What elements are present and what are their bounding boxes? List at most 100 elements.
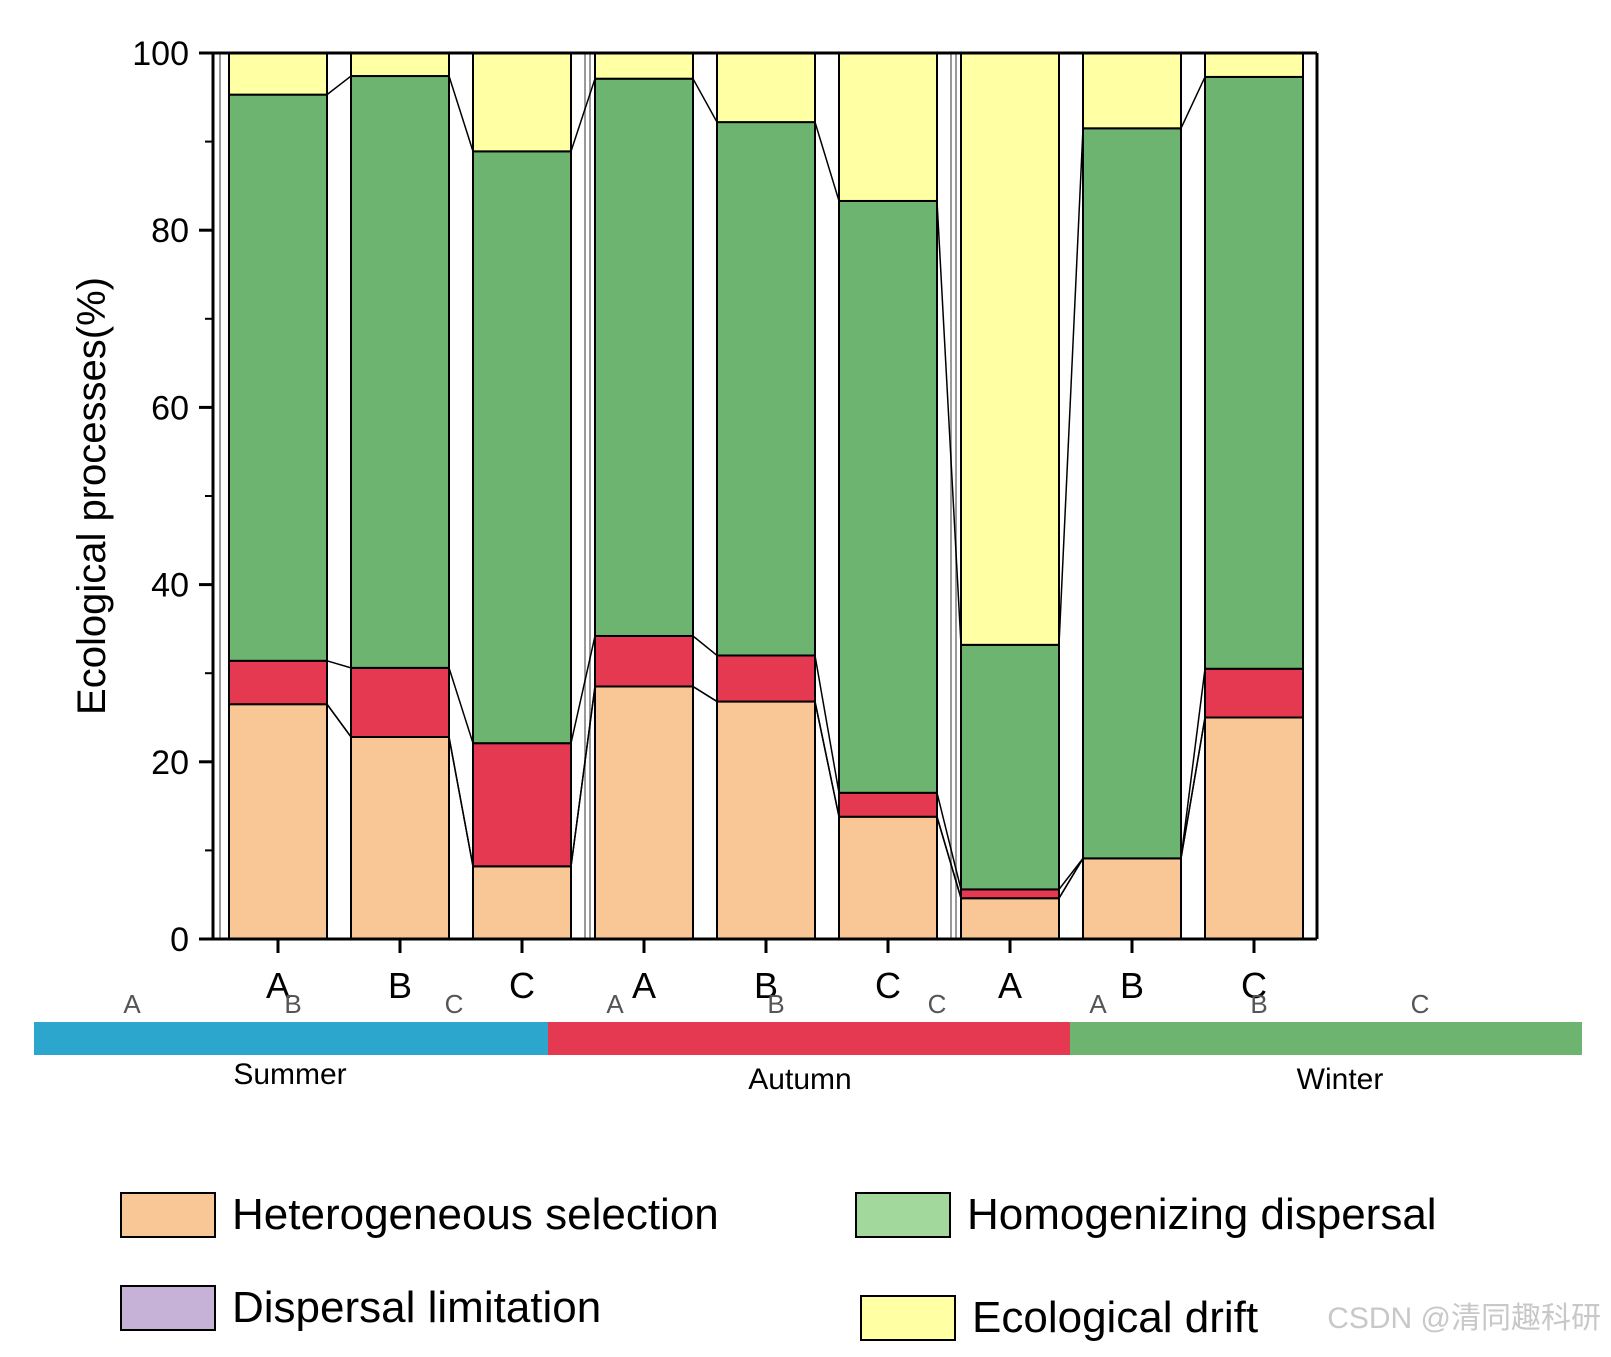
bar-8-series-1 <box>1082 857 1182 941</box>
x-tick-label-4: A <box>632 965 656 1006</box>
x-tick-label-3: C <box>509 965 535 1006</box>
x-tick-label-1: A <box>266 965 290 1006</box>
x-tick-label-2: B <box>388 965 412 1006</box>
connector-6-3 <box>936 792 962 890</box>
connector-5-2 <box>814 701 840 817</box>
legend-label-dispersal-limitation: Dispersal limitation <box>232 1283 602 1332</box>
legend-swatch-homogenizing-dispersal <box>855 1192 951 1238</box>
x-tick-label-7: A <box>998 965 1022 1006</box>
connector-1-3 <box>326 660 352 669</box>
x-tick-label-9: C <box>1241 965 1267 1006</box>
group-label-autumn: Autumn <box>748 1063 851 1096</box>
group-band-winter <box>1070 1022 1582 1055</box>
connector-4-3 <box>692 635 718 657</box>
connector-7-3 <box>1058 857 1084 890</box>
bar-5-series-3 <box>716 654 816 703</box>
legend-item-ecological-drift: Ecological drift <box>860 1293 1258 1343</box>
bar-3-series-5 <box>472 52 572 153</box>
stray-label-6: C <box>928 989 947 1019</box>
bar-2-series-1 <box>350 735 450 940</box>
connector-5-4 <box>814 121 840 202</box>
bar-2-series-4 <box>350 75 450 669</box>
bar-6-series-1 <box>838 815 938 940</box>
bar-8-series-5 <box>1082 52 1182 130</box>
y-tick-label-20: 20 <box>151 744 189 782</box>
legend-item-heterogeneous-selection: Heterogeneous selection <box>120 1190 719 1240</box>
x-tick-label-6: C <box>875 965 901 1006</box>
y-axis-label: Ecological processes(%) <box>70 277 114 715</box>
group-label-winter: Winter <box>1297 1063 1384 1096</box>
bar-1-series-1 <box>228 703 328 941</box>
bar-3-series-4 <box>472 150 572 745</box>
x-tick-label-8: B <box>1120 965 1144 1006</box>
y-tick-label-60: 60 <box>151 389 189 427</box>
bar-7-series-5 <box>960 52 1060 646</box>
connector-4-2 <box>692 685 718 703</box>
group-label-summer: Summer <box>233 1058 346 1091</box>
bar-9-series-4 <box>1204 75 1304 670</box>
bar-5-series-1 <box>716 700 816 940</box>
legend-item-dispersal-limitation: Dispersal limitation <box>120 1283 601 1333</box>
stray-label-8: B <box>1250 989 1267 1019</box>
bar-1-series-3 <box>228 659 328 706</box>
legend-swatch-dispersal-limitation <box>120 1285 216 1331</box>
bar-9-series-3 <box>1204 667 1304 719</box>
bar-2-series-5 <box>350 52 450 78</box>
bar-6-series-5 <box>838 52 938 202</box>
connector-3-3 <box>570 635 596 744</box>
stray-label-1: A <box>123 989 141 1019</box>
stray-label-3: C <box>445 989 464 1019</box>
legend-swatch-heterogeneous-selection <box>120 1192 216 1238</box>
x-tick-label-5: B <box>754 965 778 1006</box>
stray-label-5: B <box>767 989 784 1019</box>
connector-4-4 <box>692 78 718 123</box>
bar-4-series-5 <box>594 52 694 80</box>
connector-6-2 <box>936 816 962 899</box>
legend-label-ecological-drift: Ecological drift <box>972 1293 1259 1342</box>
legend-item-homogenizing-dispersal: Homogenizing dispersal <box>855 1190 1437 1240</box>
connector-8-2 <box>1180 717 1206 859</box>
group-band-summer <box>34 1022 548 1055</box>
legend-swatch-ecological-drift <box>860 1295 956 1341</box>
bar-9-series-1 <box>1204 716 1304 940</box>
stray-label-9: C <box>1411 989 1430 1019</box>
stray-label-4: A <box>606 989 624 1019</box>
bar-8-series-4 <box>1082 127 1182 860</box>
bar-1-series-5 <box>228 52 328 96</box>
y-tick-label-0: 0 <box>170 921 189 959</box>
y-tick-label-80: 80 <box>151 212 189 250</box>
bar-5-series-4 <box>716 121 816 657</box>
bar-4-series-1 <box>594 685 694 940</box>
bar-4-series-3 <box>594 634 694 688</box>
connector-2-4 <box>448 75 474 152</box>
connector-1-4 <box>326 75 352 96</box>
connector-7-2 <box>1058 857 1084 899</box>
legend-label-homogenizing-dispersal: Homogenizing dispersal <box>967 1190 1437 1239</box>
group-band-autumn <box>548 1022 1070 1055</box>
connector-5-3 <box>814 655 840 793</box>
connector-8-4 <box>1180 76 1206 129</box>
stray-label-2: B <box>284 989 301 1019</box>
connector-2-2 <box>448 736 474 867</box>
connector-3-2 <box>570 686 596 867</box>
bar-2-series-3 <box>350 666 450 738</box>
bar-7-series-1 <box>960 897 1060 941</box>
connector-3-4 <box>570 78 596 152</box>
bar-9-series-5 <box>1204 52 1304 78</box>
bar-7-series-4 <box>960 643 1060 891</box>
bar-1-series-4 <box>228 93 328 662</box>
bar-6-series-3 <box>838 791 938 818</box>
bar-4-series-4 <box>594 77 694 637</box>
bar-7-series-3 <box>960 888 1060 900</box>
connector-8-3 <box>1180 668 1206 859</box>
legend-label-heterogeneous-selection: Heterogeneous selection <box>232 1190 719 1239</box>
y-tick-label-100: 100 <box>132 35 189 73</box>
bar-6-series-4 <box>838 199 938 794</box>
connector-6-4 <box>936 200 962 645</box>
connector-2-3 <box>448 667 474 744</box>
bar-5-series-5 <box>716 52 816 124</box>
bar-3-series-1 <box>472 865 572 941</box>
bar-3-series-3 <box>472 742 572 868</box>
watermark: CSDN @清同趣科研 <box>1327 1302 1601 1335</box>
